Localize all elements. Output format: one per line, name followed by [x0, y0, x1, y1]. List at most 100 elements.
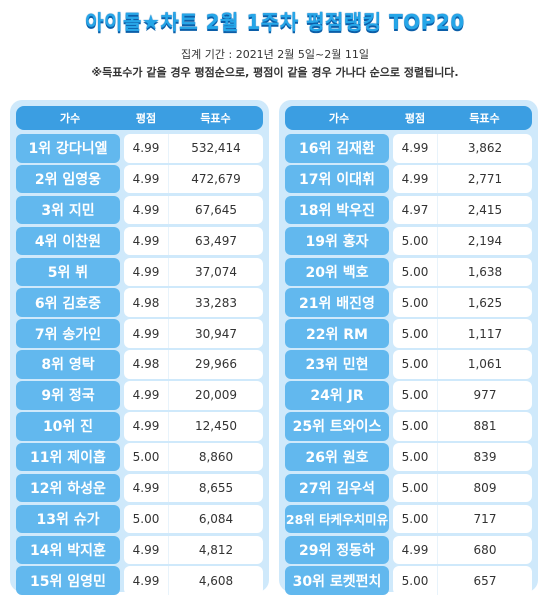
score-value: 5.00	[124, 504, 168, 534]
votes-value: 63,497	[168, 226, 263, 256]
votes-value: 4,608	[168, 566, 263, 595]
table-row: 27위 김우석 5.00 809	[285, 473, 532, 503]
table-row: 8위 영탁 4.98 29,966	[16, 350, 263, 379]
score-value: 4.99	[124, 473, 168, 503]
table-row: 1위 강다니엘 4.99 532,414	[16, 134, 263, 163]
rank-singer-name: 21위 배진영	[285, 288, 389, 317]
votes-value: 8,655	[168, 473, 263, 503]
score-value: 4.99	[124, 134, 168, 163]
table-row: 25위 트와이스 5.00 881	[285, 412, 532, 441]
rank-singer-name: 25위 트와이스	[285, 412, 389, 441]
votes-value: 472,679	[168, 164, 263, 194]
score-value: 4.99	[124, 319, 168, 348]
rank-singer-name: 7위 송가인	[16, 319, 120, 348]
header-score: 평점	[135, 112, 157, 125]
table-row: 21위 배진영 5.00 1,625	[285, 288, 532, 317]
rank-singer-name: 20위 백호	[285, 257, 389, 287]
table-row: 3위 지민 4.99 67,645	[16, 195, 263, 225]
header-singer: 가수	[59, 112, 81, 125]
table-row: 10위 진 4.99 12,450	[16, 412, 263, 441]
rank-singer-name: 26위 원호	[285, 442, 389, 472]
chart-title: 아이돌★차트 2월 1주차 평점랭킹 TOP20	[85, 10, 465, 34]
ranking-table-left: 가수 평점 득표수 1위 강다니엘 4.99 532,414 2위 임영웅 4.99 47…	[10, 100, 269, 595]
votes-value: 8,860	[168, 442, 263, 472]
table-row: 19위 홍자 5.00 2,194	[285, 226, 532, 256]
score-value: 4.97	[393, 195, 437, 225]
rank-singer-name: 19위 홍자	[285, 226, 389, 256]
table-row: 4위 이찬원 4.99 63,497	[16, 226, 263, 256]
rank-singer-name: 23위 민현	[285, 350, 389, 379]
votes-value: 37,074	[168, 257, 263, 287]
score-value: 4.99	[124, 412, 168, 441]
table-row: 6위 김호중 4.98 33,283	[16, 288, 263, 317]
score-value: 4.99	[393, 535, 437, 565]
score-value: 5.00	[393, 442, 437, 472]
votes-value: 33,283	[168, 288, 263, 317]
votes-value: 839	[437, 442, 532, 472]
table-row: 23위 민현 5.00 1,061	[285, 350, 532, 379]
table-row: 14위 박지훈 4.99 4,812	[16, 535, 263, 565]
rank-singer-name: 14위 박지훈	[16, 535, 120, 565]
score-value: 5.00	[393, 504, 437, 534]
rank-singer-name: 27위 김우석	[285, 473, 389, 503]
header-singer: 가수	[328, 112, 350, 125]
ranking-table-right: 가수 평점 득표수 16위 김재환 4.99 3,862 17위 이대휘 4.99 2,7…	[279, 100, 538, 595]
votes-value: 12,450	[168, 412, 263, 441]
rank-singer-name: 17위 이대휘	[285, 164, 389, 194]
score-value: 5.00	[393, 257, 437, 287]
votes-value: 30,947	[168, 319, 263, 348]
score-value: 4.99	[124, 195, 168, 225]
score-value: 4.99	[124, 257, 168, 287]
votes-value: 4,812	[168, 535, 263, 565]
votes-value: 1,638	[437, 257, 532, 287]
rank-singer-name: 9위 정국	[16, 381, 120, 410]
votes-value: 1,061	[437, 350, 532, 379]
rank-singer-name: 2위 임영웅	[16, 164, 120, 194]
table-row: 9위 정국 4.99 20,009	[16, 381, 263, 410]
rank-singer-name: 13위 슈가	[16, 504, 120, 534]
votes-value: 29,966	[168, 350, 263, 379]
table-row: 16위 김재환 4.99 3,862	[285, 134, 532, 163]
table-row: 29위 정동하 4.99 680	[285, 535, 532, 565]
rank-singer-name: 4위 이찬원	[16, 226, 120, 256]
table-row: 2위 임영웅 4.99 472,679	[16, 164, 263, 194]
rank-singer-name: 28위 타케우치미유	[285, 504, 389, 534]
table-row: 20위 백호 5.00 1,638	[285, 257, 532, 287]
score-value: 5.00	[393, 226, 437, 256]
rank-singer-name: 11위 제이홉	[16, 442, 120, 472]
table-row: 28위 타케우치미유 5.00 717	[285, 504, 532, 534]
rank-singer-name: 18위 박우진	[285, 195, 389, 225]
rank-singer-name: 12위 하성운	[16, 473, 120, 503]
score-value: 5.00	[393, 381, 437, 410]
rank-singer-name: 10위 진	[16, 412, 120, 441]
rank-singer-name: 5위 뷔	[16, 257, 120, 287]
rank-singer-name: 3위 지민	[16, 195, 120, 225]
votes-value: 6,084	[168, 504, 263, 534]
score-value: 5.00	[393, 412, 437, 441]
rank-singer-name: 30위 로켓펀치	[285, 566, 389, 595]
header-votes: 득표수	[469, 112, 500, 125]
score-value: 5.00	[393, 350, 437, 379]
votes-value: 67,645	[168, 195, 263, 225]
header-score: 평점	[404, 112, 426, 125]
score-value: 4.99	[393, 164, 437, 194]
score-value: 5.00	[393, 566, 437, 595]
votes-value: 809	[437, 473, 532, 503]
collection-period: 집계 기간 : 2021년 2월 5일~2월 11일	[181, 48, 369, 61]
votes-value: 881	[437, 412, 532, 441]
score-value: 5.00	[393, 473, 437, 503]
table-row: 5위 뷔 4.99 37,074	[16, 257, 263, 287]
table-row: 30위 로켓펀치 5.00 657	[285, 566, 532, 595]
rank-singer-name: 16위 김재환	[285, 134, 389, 163]
rank-singer-name: 6위 김호중	[16, 288, 120, 317]
score-value: 4.99	[124, 226, 168, 256]
votes-value: 1,117	[437, 319, 532, 348]
table-row: 22위 RM 5.00 1,117	[285, 319, 532, 348]
votes-value: 2,415	[437, 195, 532, 225]
table-header: 가수 평점 득표수	[285, 106, 532, 130]
votes-value: 977	[437, 381, 532, 410]
score-value: 4.99	[124, 381, 168, 410]
title-area: 아이돌★차트 2월 1주차 평점랭킹 TOP20	[0, 6, 550, 35]
votes-value: 3,862	[437, 134, 532, 163]
table-row: 11위 제이홉 5.00 8,860	[16, 442, 263, 472]
